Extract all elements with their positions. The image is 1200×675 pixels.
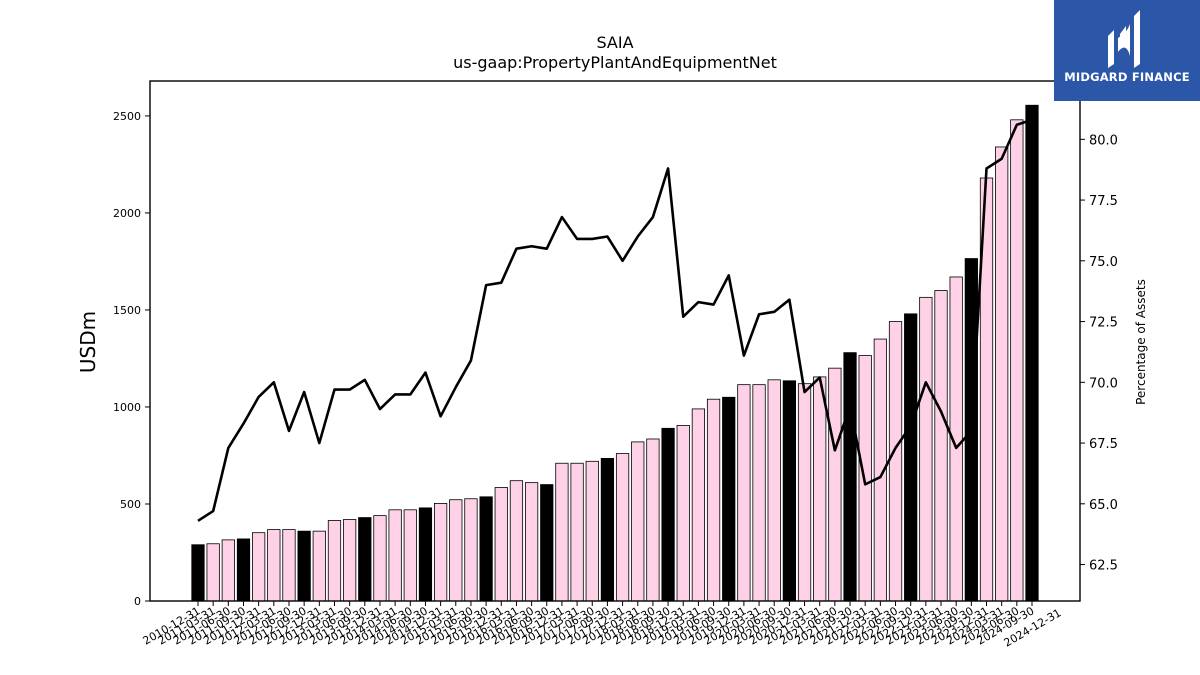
bar [813,376,827,602]
logo-text: MIDGARD FINANCE [1064,70,1190,84]
bar [524,482,539,602]
bar [509,480,524,602]
bar [888,321,903,602]
chart-subtitle: us-gaap:PropertyPlantAndEquipmentNet [453,53,777,72]
bar [282,529,296,602]
bar [585,460,599,602]
bar [236,538,251,602]
y2-tick-label: 72.5 [1089,316,1118,331]
y2-tick-label: 75.0 [1089,255,1118,270]
bar [555,462,569,602]
bar-series [191,104,1039,602]
y-tick-label: 0 [134,595,141,608]
bar [797,383,812,602]
y-tick-label: 2500 [113,110,141,123]
bar [373,515,387,602]
chart-title: SAIA [596,33,633,52]
bar [479,496,493,602]
bar [1025,104,1039,602]
bar [661,427,675,602]
y2-tick-label: 70.0 [1089,376,1118,391]
y2-tick-label: 65.0 [1089,498,1118,513]
bar [904,313,918,602]
bar [843,352,857,602]
bar [252,532,266,602]
bar [343,519,357,602]
bar [191,544,205,602]
y-tick-label: 1000 [113,401,141,414]
y2-tick-label: 67.5 [1089,437,1118,452]
bar [540,484,554,602]
percentage-line [197,118,1033,522]
bar [767,379,781,602]
bar [449,499,463,602]
bar [752,384,766,602]
bar [646,438,660,602]
y2-tick-label: 80.0 [1089,133,1118,148]
bar [934,290,948,602]
y2-axis-label: Percentage of Assets [1134,279,1148,405]
bar [1010,119,1024,602]
bar [206,543,220,602]
bar [403,509,417,602]
y2-tick-label: 77.5 [1089,194,1118,209]
bar [494,487,508,602]
bar [221,539,235,602]
bar [327,520,342,602]
bar [570,462,584,602]
bar [706,398,721,602]
bar [418,507,433,602]
bar [722,396,736,602]
bar [676,424,690,602]
bar [312,530,326,602]
bar [433,502,448,602]
bar [600,457,615,602]
bar [267,529,281,602]
bar [691,408,706,602]
y-tick-label: 1500 [113,304,141,317]
bar [615,453,630,602]
bar [358,517,372,602]
bar [631,441,645,602]
bar [828,367,842,602]
bar [388,509,402,602]
line-series [197,118,1033,522]
y-tick-label: 500 [120,498,141,511]
bar [297,530,311,602]
plot-frame [149,80,1081,602]
logo-mark-icon [1108,10,1140,68]
bar [919,296,933,602]
bar [737,384,751,602]
y-axis-label: USDm [76,311,100,373]
y2-tick-label: 62.5 [1089,559,1118,574]
bar [464,498,478,602]
bar [782,380,796,602]
y-tick-label: 2000 [113,207,141,220]
midgard-finance-logo: MIDGARD FINANCE [1054,0,1200,101]
bar [995,146,1009,602]
